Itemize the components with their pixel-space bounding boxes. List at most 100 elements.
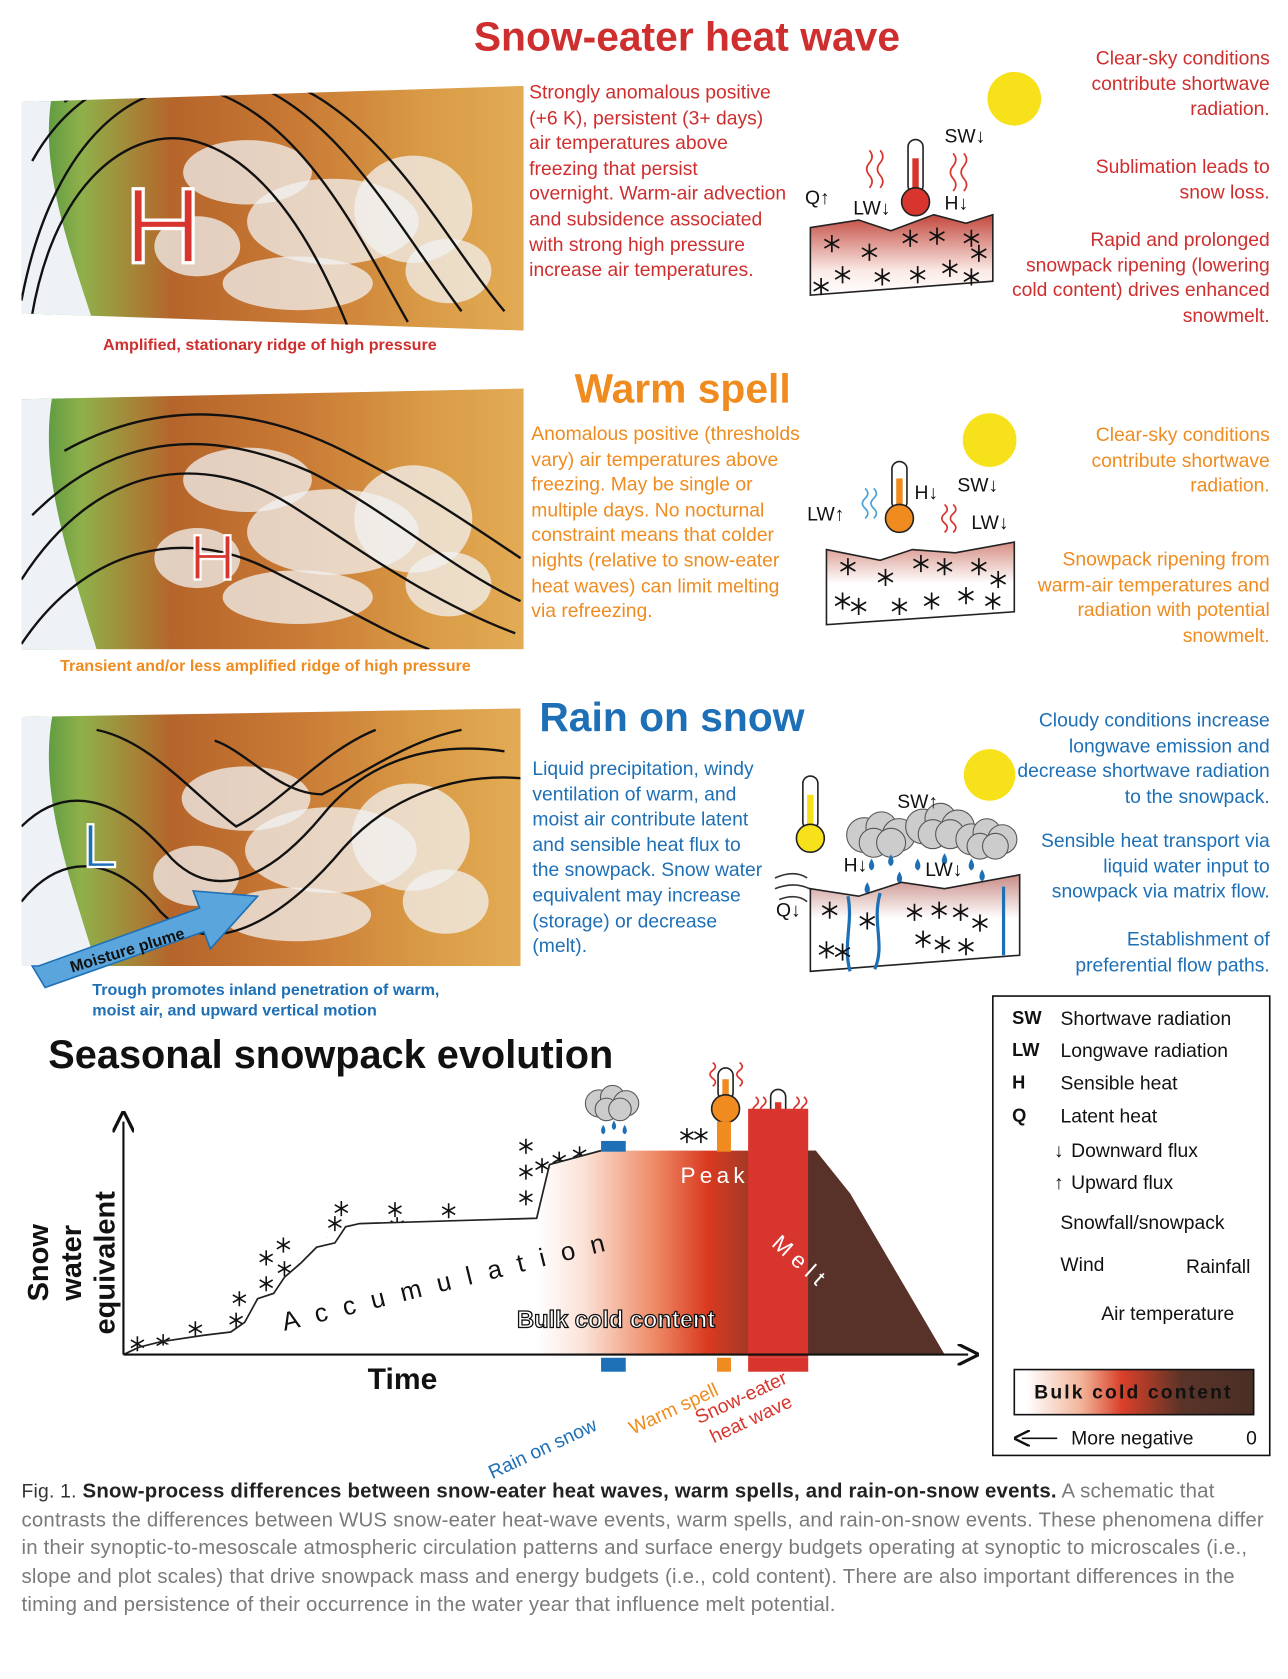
- snow-symbol: [821, 901, 838, 919]
- snow-symbol: [971, 244, 987, 262]
- cloud: [876, 827, 907, 858]
- pressure-contour: [214, 728, 462, 796]
- heat-wave-lines: [865, 149, 873, 189]
- legend-symbol: ↓: [1054, 1139, 1064, 1162]
- map-label: L: [83, 812, 118, 881]
- snow-terrain: [154, 528, 241, 589]
- snow-symbol: [834, 266, 851, 284]
- legend-symbol: Q: [1012, 1105, 1027, 1126]
- pressure-contour: [25, 137, 356, 331]
- heat-wave-lines: [949, 503, 957, 534]
- snow-symbol: [913, 554, 929, 573]
- rain-drop: [601, 1124, 606, 1135]
- flux-label: LW↓: [971, 513, 1008, 534]
- heat-wave-lines: [861, 487, 869, 520]
- panel-note: Clear-sky conditions contribute shortwav…: [1091, 423, 1270, 497]
- legend-symbol: SW: [1012, 1007, 1042, 1029]
- heatwave-bar: [748, 1108, 809, 1358]
- pressure-contour: [21, 747, 505, 883]
- heat-wave-lines: [949, 152, 957, 192]
- legend-text: Shortwave radiation: [1060, 1007, 1232, 1030]
- snow-symbol: [891, 597, 908, 616]
- cold-content-scale: [1013, 1368, 1255, 1416]
- snow-symbol: [276, 1237, 291, 1253]
- legend-text: More negative: [1071, 1429, 1193, 1450]
- panel-note: Clear-sky conditions contribute shortwav…: [1091, 47, 1270, 120]
- wind: [774, 872, 815, 903]
- panel-note: Sublimation leads to snow loss.: [1095, 155, 1270, 203]
- panel-title: Snow-eater heat wave: [473, 15, 901, 61]
- cold-content-label: Bulk cold content: [517, 1308, 715, 1334]
- legend-text: Snowfall/snowpack: [1060, 1213, 1224, 1234]
- flux-label: Q↓: [776, 901, 801, 922]
- snow-terrain: [183, 447, 312, 513]
- snow-symbol: [874, 268, 891, 286]
- rain-drop: [915, 858, 921, 871]
- snow-symbol: [388, 1202, 402, 1218]
- melt-area: [808, 1150, 945, 1355]
- rain-drop: [979, 869, 985, 882]
- rain-drop: [896, 871, 903, 884]
- snow-symbol: [984, 592, 1001, 610]
- snow-terrain: [402, 869, 489, 934]
- heat-wave-lines: [876, 149, 884, 189]
- snow-symbol: [840, 558, 856, 576]
- flux-label: SW↓: [945, 127, 986, 148]
- event-label: Rain on snow: [486, 1415, 601, 1483]
- snow-symbol: [923, 592, 940, 610]
- snow-symbol: [958, 938, 974, 956]
- map-caption: Amplified, stationary ridge of high pres…: [103, 335, 437, 355]
- snow-symbol: [972, 914, 988, 932]
- cloud: [608, 1097, 632, 1122]
- snow-symbol: [519, 1190, 533, 1206]
- moon: [840, 414, 867, 462]
- panel-description: Strongly anomalous positive (+6 K), pers…: [529, 81, 787, 281]
- rain-drop: [611, 1120, 617, 1131]
- cloud: [981, 832, 1009, 860]
- rain-drop: [864, 882, 870, 895]
- flow-paths: [845, 886, 1006, 972]
- coastline: [21, 388, 97, 650]
- snow-symbol: [519, 1138, 533, 1154]
- snow-symbol: [936, 558, 953, 576]
- snow-symbol: [334, 1201, 349, 1217]
- legend-text: Latent heat: [1060, 1105, 1158, 1127]
- snow-symbol: [850, 597, 867, 616]
- pressure-contour: [21, 87, 409, 323]
- snow-symbol: [818, 941, 835, 959]
- thermometer-fluid: [912, 158, 919, 194]
- snow-symbol: [906, 903, 923, 921]
- pressure-contour: [21, 776, 521, 936]
- thermometer-bulb: [795, 823, 826, 854]
- legend-text: Rainfall: [1186, 1257, 1250, 1278]
- thermometer-fluid: [722, 1079, 729, 1101]
- snow-symbol: [277, 1261, 292, 1277]
- pressure-contour: [21, 472, 516, 635]
- legend-text: Downward flux: [1071, 1139, 1198, 1162]
- evolution-title: Seasonal snowpack evolution: [48, 1032, 614, 1077]
- snow-symbol: [834, 943, 851, 961]
- snow-symbol: [813, 277, 829, 296]
- snow-terrain: [181, 766, 311, 831]
- snow-symbol: [680, 1128, 694, 1144]
- rain-marker: [601, 1357, 626, 1372]
- snow-symbol: [902, 229, 919, 247]
- map-label: H: [124, 166, 202, 286]
- rain-drop: [968, 858, 975, 871]
- snow-terrain: [405, 551, 492, 617]
- legend-text: Upward flux: [1071, 1172, 1174, 1194]
- legend-scale-label: Bulk cold content: [1034, 1383, 1232, 1404]
- heat-wave-lines: [940, 503, 949, 534]
- panel-description: Liquid precipitation, windy ventilation …: [532, 757, 763, 957]
- legend-text: Air temperature: [1101, 1304, 1234, 1325]
- warm-bar: [716, 1121, 731, 1152]
- sun: [987, 71, 1042, 126]
- rain-drop: [868, 858, 875, 871]
- legend-text: 0: [1246, 1429, 1257, 1450]
- flux-label: H↓: [945, 193, 969, 214]
- snow-symbol: [232, 1291, 247, 1307]
- pressure-contour: [63, 85, 506, 313]
